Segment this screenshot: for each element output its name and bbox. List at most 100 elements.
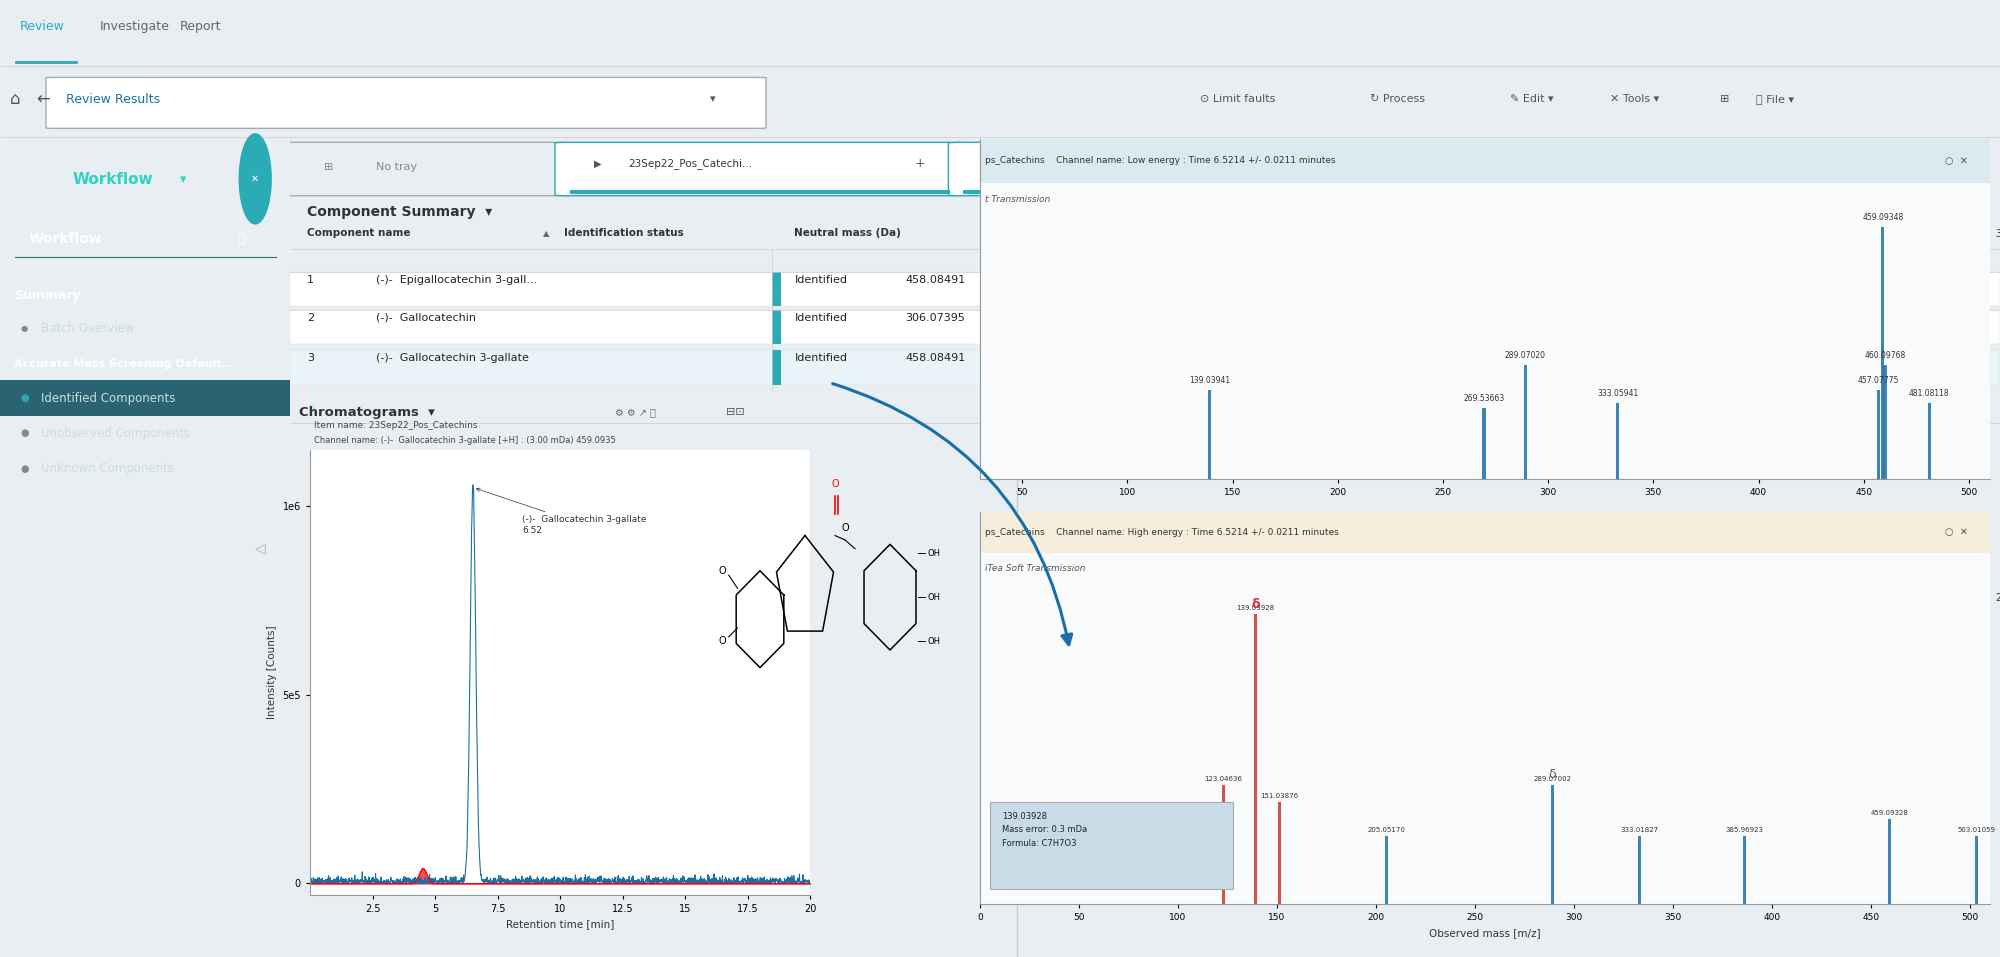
Text: Observed m/z: Observed m/z [1222,229,1302,238]
Bar [772,310,780,345]
Text: 1.7: 1.7 [1418,275,1436,284]
Text: Identified: Identified [794,353,848,363]
Text: 1: 1 [308,275,314,284]
X-axis label: Observed mass [m/z]: Observed mass [m/z] [1430,928,1540,938]
Text: (-)-  Gallocatechin 3-gallate
6.52: (-)- Gallocatechin 3-gallate 6.52 [476,488,648,535]
Text: Workflow: Workflow [72,172,154,188]
Text: ○  ✕: ○ ✕ [1944,156,1968,166]
FancyBboxPatch shape [272,143,572,196]
Text: Batch Overview: Batch Overview [40,323,134,335]
Text: ▾: ▾ [180,173,186,187]
Text: ✕: ✕ [252,174,260,184]
Text: 333.05941: 333.05941 [1598,389,1638,398]
Text: 🔒  ←  #  ↗: 🔒 ← # ↗ [1828,206,1892,218]
Text: 1.3: 1.3 [1418,353,1436,363]
Bar [1928,403,1930,478]
Bar [1888,819,1890,904]
Text: 7.08: 7.08 [1864,275,1888,284]
Text: Summary: Summary [14,289,82,302]
Text: 139.03928: 139.03928 [1236,605,1274,611]
Text: Spectra  ▾: Spectra ▾ [1042,406,1116,418]
Text: No tray: No tray [376,163,416,172]
Text: O: O [718,636,726,646]
Text: ●: ● [20,324,28,333]
Bar [1616,403,1620,478]
Text: +: + [1346,157,1358,170]
Text: 6.52: 6.52 [1864,353,1888,363]
Text: ●: ● [20,429,28,438]
Text: 458.0866: 458.0866 [1102,275,1156,284]
Text: ✓: ✓ [988,157,998,170]
Text: 3.41e7: 3.41e7 [1996,229,2000,239]
X-axis label: Retention time [min]: Retention time [min] [506,920,614,929]
Text: 459.09328: 459.09328 [1870,810,1908,815]
Text: Identified: Identified [794,275,848,284]
Text: iTea Soft Transmission: iTea Soft Transmission [986,565,1086,573]
Text: Neutral mass (Da): Neutral mass (Da) [794,229,902,238]
Text: 459.0935: 459.0935 [1274,353,1326,363]
Bar [1884,366,1886,478]
Text: Unobserved Components: Unobserved Components [40,427,190,440]
Bar [772,350,780,385]
FancyArrowPatch shape [832,384,1072,645]
Bar [772,272,780,306]
FancyBboxPatch shape [556,143,966,196]
Text: ⊟⊡: ⊟⊡ [1416,407,1434,417]
Text: 333.01827: 333.01827 [1620,827,1658,833]
Text: 📄 File ▾: 📄 File ▾ [1756,95,1794,104]
Text: ⚙ ⚙ ↗ 🔍: ⚙ ⚙ ↗ 🔍 [614,407,656,417]
Text: Mass error (ppm): Mass error (ppm) [1530,229,1632,238]
Text: (-)-  Gallocatechin 3-...: (-)- Gallocatechin 3-... [1022,159,1140,168]
Text: ○  ✕: ○ ✕ [1944,527,1968,538]
Text: 2.63e7: 2.63e7 [1996,593,2000,603]
Bar [290,350,2000,385]
Text: 269.53663: 269.53663 [1464,394,1504,403]
Text: 139.03928
Mass error: 0.3 mDa
Formula: C7H7O3: 139.03928 Mass error: 0.3 mDa Formula: C… [1002,812,1088,848]
Text: 458.0862: 458.0862 [1102,353,1156,363]
Text: Identified Components: Identified Components [40,391,174,405]
Text: Channel name: (-)-  Gallocatechin 3-gallate [+H] : (3.00 mDa) 459.0935: Channel name: (-)- Gallocatechin 3-galla… [314,436,616,445]
Bar [1878,390,1880,478]
Text: Report: Report [180,20,222,33]
Text: 3.8: 3.8 [1564,275,1582,284]
Text: ↻ Process: ↻ Process [1370,95,1424,104]
Text: -0.2: -0.2 [1418,313,1440,323]
Text: 123.04636: 123.04636 [1204,775,1242,782]
Text: 7.10: 7.10 [1710,275,1734,284]
Bar [1254,614,1256,904]
Text: O: O [832,479,838,489]
FancyBboxPatch shape [46,78,766,128]
Bar [290,218,2000,249]
Text: Accurate Mass Screening Default...: Accurate Mass Screening Default... [14,359,234,368]
Text: 457.07775: 457.07775 [1858,376,1900,386]
Text: -0.8: -0.8 [1564,313,1586,323]
Text: Observed RT (min): Observed RT (min) [1838,229,1946,238]
Text: ⊟⊡: ⊟⊡ [1958,207,1976,217]
Text: ◁▷: ◁▷ [1376,159,1390,168]
Text: O: O [842,523,848,533]
Text: 459.0939: 459.0939 [1274,275,1326,284]
Text: 3: 3 [308,353,314,363]
Bar [980,512,1990,553]
Text: 139.03941: 139.03941 [1188,376,1230,386]
Text: 307.0810: 307.0810 [1274,313,1326,323]
Text: ▾: ▾ [710,95,716,104]
Bar [1208,390,1212,478]
Text: 6.50: 6.50 [1710,353,1734,363]
Text: ↗ 🔍: ↗ 🔍 [1342,407,1358,417]
Bar [1974,836,1978,904]
Text: 458.08491: 458.08491 [906,275,966,284]
Text: (-)-  Gallocatechin: (-)- Gallocatechin [376,313,476,323]
Bar [1882,227,1884,478]
Text: ✎ Edit ▾: ✎ Edit ▾ [1510,95,1554,104]
Text: Review Results: Review Results [66,93,160,106]
Text: ✕ Tools ▾: ✕ Tools ▾ [1610,95,1660,104]
Text: δ: δ [1252,597,1260,611]
Text: ⊙ Limit faults: ⊙ Limit faults [1200,95,1276,104]
Text: ps_Catechins    Channel name: High energy : Time 6.5214 +/- 0.0211 minutes: ps_Catechins Channel name: High energy :… [986,528,1338,537]
Circle shape [240,134,272,224]
Text: Review: Review [20,20,64,33]
Text: ⊞: ⊞ [324,163,334,172]
Text: Investigate: Investigate [100,20,170,33]
Text: 23Sep22_Pos_Catechi...: 23Sep22_Pos_Catechi... [628,158,752,169]
